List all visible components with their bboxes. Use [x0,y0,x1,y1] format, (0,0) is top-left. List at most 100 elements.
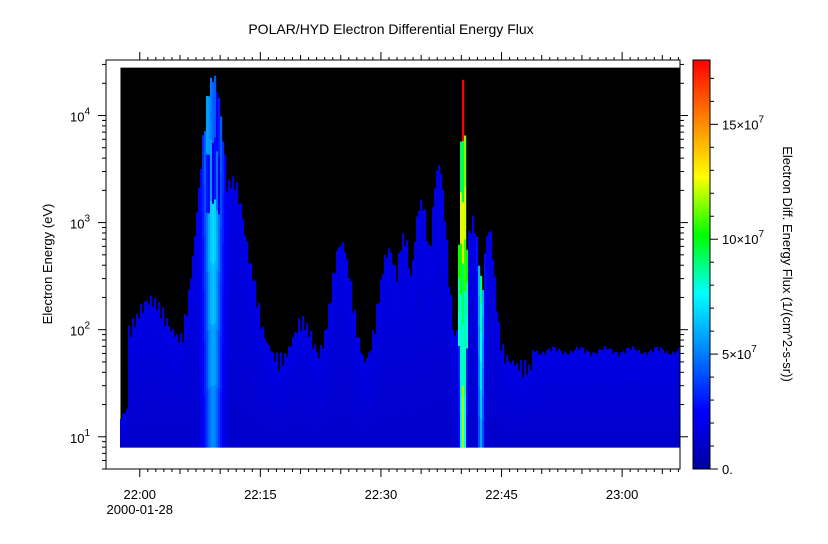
spectrogram-cell [532,382,535,400]
spectrogram-cell [670,416,673,433]
spectrogram-cell [568,416,571,433]
spectrogram-cell [320,430,323,448]
spectrogram-column [250,263,253,448]
spectrogram-column [422,210,425,448]
spectrogram-cell [212,325,215,387]
spectrogram-cell [120,428,123,434]
spectrogram-cell [324,369,327,390]
spectrogram-cell [546,430,549,448]
spectrogram-column [672,351,675,448]
spectrogram-cell [488,375,491,412]
spectrogram-cell [280,368,283,385]
spectrogram-cell [566,431,569,448]
spectrogram-cell [172,388,175,409]
spectrogram-cell [360,352,363,369]
spectrogram-cell [672,351,675,368]
spectrogram-cell [380,419,383,448]
spectrogram-cell [668,416,671,433]
spectrogram-column [242,219,245,448]
spectrogram-cell [264,374,267,394]
spectrogram-cell [554,380,557,398]
spectrogram-column [436,170,439,448]
spectrogram-cell [176,428,179,448]
spectrogram-cell [334,360,337,390]
spectrogram-cell [242,219,245,258]
spectrogram-cell [630,365,633,383]
spectrogram-cell [484,253,487,287]
spectrogram-cell [200,215,203,263]
spectrogram-cell [260,427,263,448]
spectrogram-cell [480,390,483,420]
x-tick-label: 22:30 [365,487,398,502]
spectrogram-cell [378,423,381,448]
spectrogram-column [610,348,613,448]
spectrogram-cell [120,418,123,425]
spectrogram-column [370,350,373,448]
spectrogram-cell [390,252,393,286]
spectrogram-column [190,278,193,448]
spectrogram-cell [592,399,595,417]
spectrogram-cell [448,420,451,448]
spectrogram-cell [602,381,605,399]
spectrogram-column [136,313,139,448]
spectrogram-cell [258,423,261,448]
spectrogram-cell [200,261,203,309]
spectrogram-cell [224,252,227,302]
spectrogram-cell [178,394,181,413]
spectrogram-cell [142,357,145,381]
spectrogram-column [584,352,587,448]
spectrogram-cell [258,374,261,400]
spectrogram-cell [202,135,205,188]
spectrogram-cell [592,431,595,448]
spectrogram-cell [408,298,411,329]
spectrogram-cell [368,352,371,369]
spectrogram-column [674,353,677,448]
spectrogram-cell [674,384,677,401]
spectrogram-cell [458,244,461,280]
spectrogram-cell [652,431,655,448]
spectrogram-cell [484,285,487,319]
spectrogram-cell [176,353,179,373]
spectrogram-cell [598,381,601,399]
spectrogram-cell [250,324,253,356]
spectrogram-cell [308,373,311,393]
spectrogram-cell [524,374,527,390]
spectrogram-cell [570,398,573,416]
spectrogram-cell [544,385,547,402]
spectrogram-cell [496,402,499,426]
spectrogram-cell [546,414,549,432]
spectrogram-cell [228,402,231,448]
spectrogram-cell [234,232,237,277]
spectrogram-cell [626,348,629,366]
spectrogram-cell [436,262,439,310]
spectrogram-column [180,333,183,448]
spectrogram-cell [264,429,267,448]
spectrogram-cell [290,397,293,415]
spectrogram-column [530,370,533,448]
spectrogram-column [494,276,497,448]
spectrogram-column [560,351,563,448]
spectrogram-column [666,350,669,448]
spectrogram-column [182,342,185,448]
spectrogram-column [278,371,281,448]
spectrogram-cell [366,387,369,404]
spectrogram-cell [648,367,651,385]
spectrogram-cell [170,408,173,429]
spectrogram-cell [244,341,247,378]
spectrogram-column [616,352,619,448]
spectrogram-cell [188,420,191,448]
spectrogram-cell [626,414,629,432]
spectrogram-cell [324,408,327,429]
spectrogram-cell [478,296,481,327]
spectrogram-column [486,235,489,448]
spectrogram-cell [256,377,259,402]
spectrogram-cell [190,390,193,420]
spectrogram-cell [552,430,555,448]
spectrogram-cell [614,383,617,401]
spectrogram-cell [508,418,511,434]
spectrogram-cell [382,303,385,333]
spectrogram-cell [424,407,427,448]
spectrogram-column [480,275,483,448]
spectrogram-cell [124,441,127,448]
